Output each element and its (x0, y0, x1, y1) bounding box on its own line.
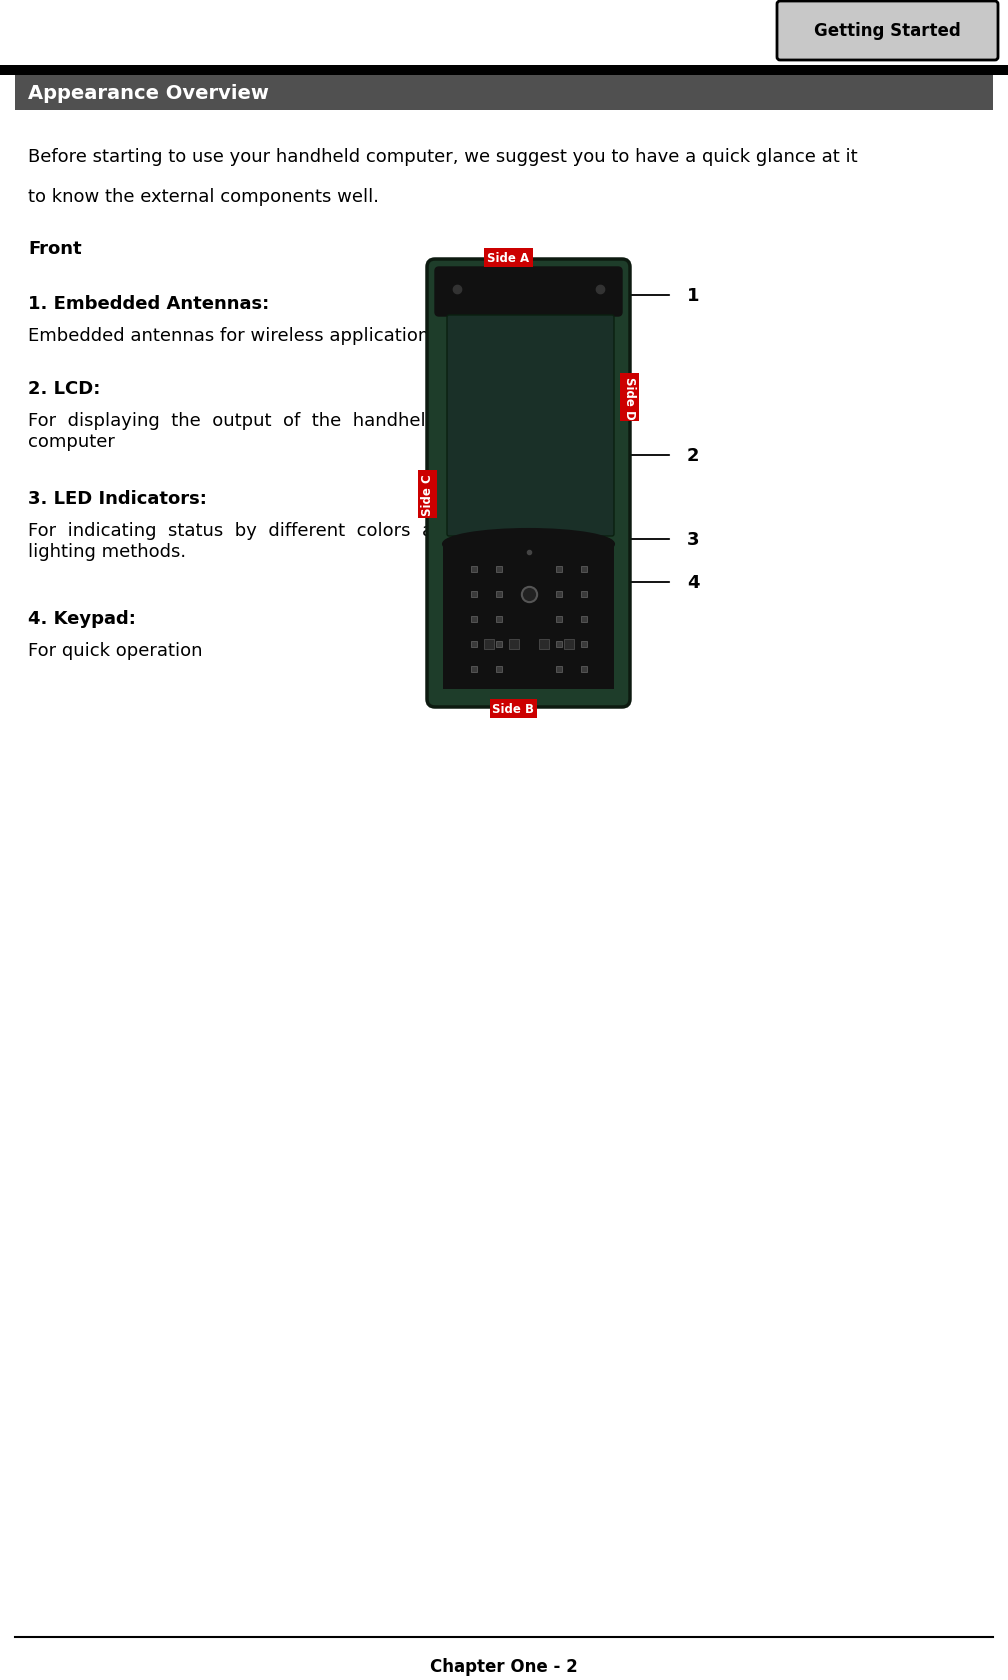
FancyBboxPatch shape (447, 316, 614, 536)
Text: Embedded antennas for wireless application: Embedded antennas for wireless applicati… (28, 328, 429, 344)
Bar (443, 544, 614, 689)
Text: 1. Embedded Antennas:: 1. Embedded Antennas: (28, 294, 269, 312)
Text: For quick operation: For quick operation (28, 642, 203, 660)
Text: 1: 1 (687, 287, 700, 304)
FancyBboxPatch shape (435, 267, 622, 318)
Text: Side B: Side B (493, 702, 534, 716)
Text: 3: 3 (687, 531, 700, 549)
Bar (0, 66, 1008, 76)
Text: Chapter One - 2: Chapter One - 2 (430, 1656, 578, 1675)
Text: 2: 2 (687, 447, 700, 465)
Text: Appearance Overview: Appearance Overview (28, 84, 269, 102)
FancyBboxPatch shape (427, 260, 630, 707)
Text: 4. Keypad:: 4. Keypad: (28, 610, 136, 628)
Text: 4: 4 (687, 573, 700, 591)
Text: Side A: Side A (488, 252, 529, 265)
Ellipse shape (443, 529, 614, 559)
Text: 2. LCD:: 2. LCD: (28, 380, 101, 398)
Text: Before starting to use your handheld computer, we suggest you to have a quick gl: Before starting to use your handheld com… (28, 148, 858, 166)
Text: Side D: Side D (623, 376, 636, 418)
Bar (15, 76, 993, 111)
Text: For  indicating  status  by  different  colors  and
lighting methods.: For indicating status by different color… (28, 522, 456, 561)
Text: Getting Started: Getting Started (814, 22, 961, 40)
Text: Side C: Side C (421, 474, 434, 516)
Text: 3. LED Indicators:: 3. LED Indicators: (28, 489, 207, 507)
Text: to know the external components well.: to know the external components well. (28, 188, 379, 207)
FancyBboxPatch shape (777, 2, 998, 60)
Text: Front: Front (28, 240, 82, 257)
Text: For  displaying  the  output  of  the  handheld
computer: For displaying the output of the handhel… (28, 412, 437, 450)
